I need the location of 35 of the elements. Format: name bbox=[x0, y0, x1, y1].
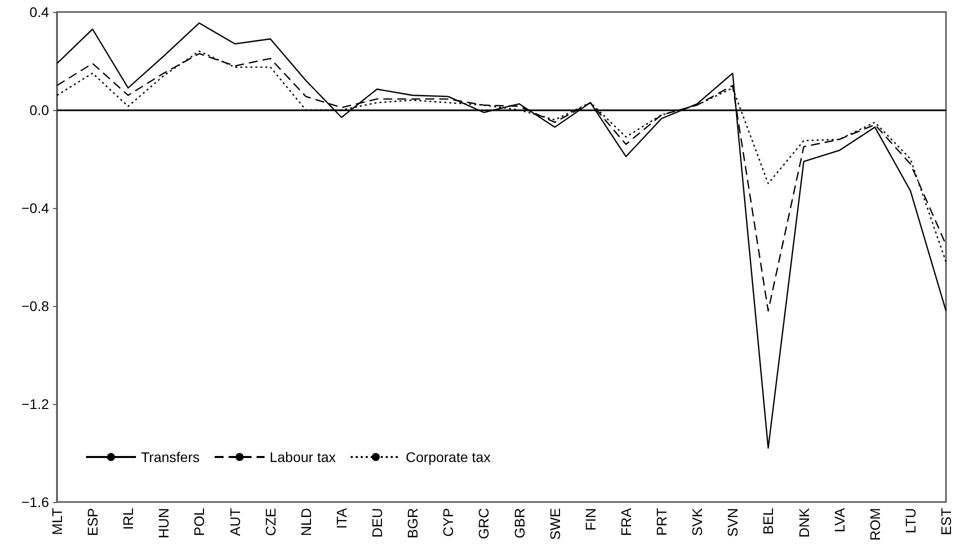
legend-label: Corporate tax bbox=[406, 449, 491, 465]
x-tick-label: ROM bbox=[866, 508, 883, 541]
x-tick-label: BEL bbox=[760, 508, 776, 534]
y-tick-label: −1.6 bbox=[21, 494, 50, 510]
x-tick-label: ESP bbox=[84, 508, 101, 536]
x-tick-label: FRA bbox=[618, 507, 634, 536]
x-tick-label: LVA bbox=[831, 507, 848, 532]
x-tick-label: SVK bbox=[689, 507, 706, 536]
legend-label: Transfers bbox=[141, 449, 200, 465]
x-tick-label: HUN bbox=[156, 508, 172, 538]
x-tick-label: FIN bbox=[582, 508, 598, 531]
x-tick-label: GBR bbox=[511, 508, 528, 538]
legend-label: Labour tax bbox=[270, 449, 336, 465]
x-tick-label: DEU bbox=[369, 508, 386, 538]
x-tick-label: MLT bbox=[49, 508, 65, 535]
x-tick-label: BGR bbox=[404, 508, 421, 538]
x-tick-label: ITA bbox=[333, 507, 350, 529]
x-tick-label: SWE bbox=[546, 508, 563, 540]
x-tick-label: GRC bbox=[476, 508, 492, 540]
y-tick-label: 0.4 bbox=[30, 4, 50, 20]
y-tick-label: −0.8 bbox=[21, 298, 50, 314]
x-tick-label: AUT bbox=[226, 508, 243, 536]
x-tick-label: SVN bbox=[724, 508, 741, 537]
x-tick-label: NLD bbox=[298, 508, 314, 536]
x-tick-label: IRL bbox=[120, 508, 136, 530]
x-tick-label: EST bbox=[938, 508, 954, 536]
x-tick-label: PRT bbox=[654, 508, 670, 536]
x-tick-label: CYP bbox=[440, 508, 456, 537]
y-tick-label: −0.4 bbox=[21, 200, 50, 216]
y-tick-label: −1.2 bbox=[21, 396, 50, 412]
x-tick-label: DNK bbox=[796, 507, 812, 538]
y-tick-label: 0.0 bbox=[30, 102, 50, 118]
x-tick-label: LTU bbox=[902, 508, 918, 534]
x-tick-label: CZE bbox=[262, 508, 278, 536]
x-tick-label: POL bbox=[191, 508, 208, 536]
